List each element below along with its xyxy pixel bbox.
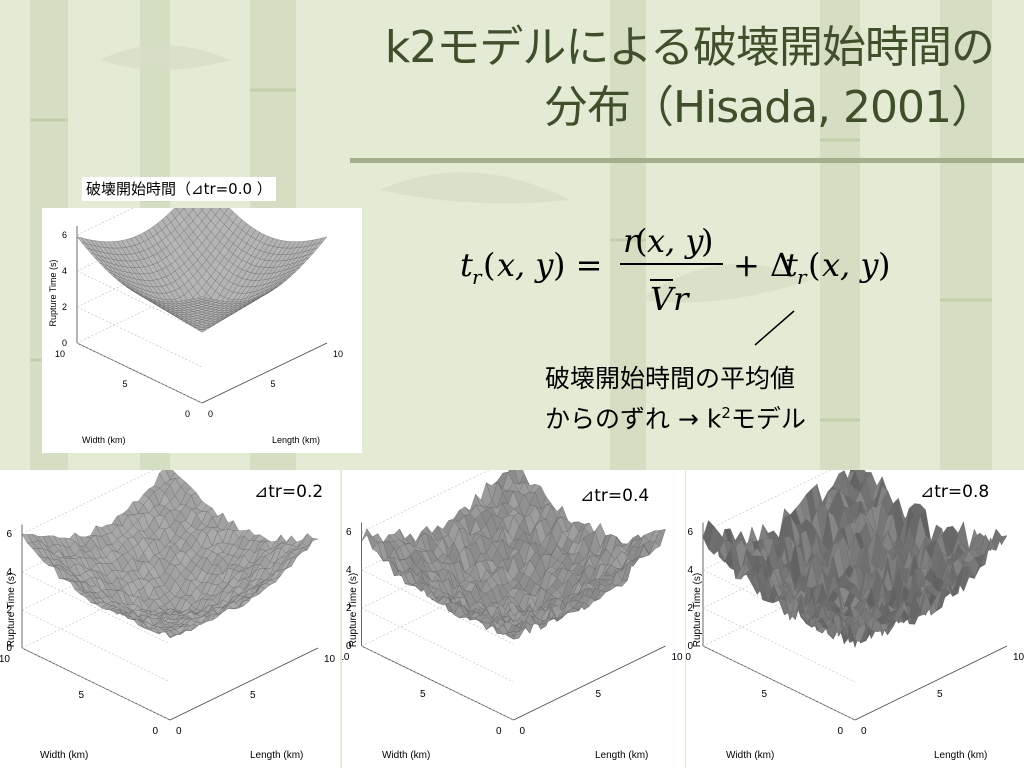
- z-tick-label: 0: [687, 641, 693, 652]
- x-tick-label: 10: [324, 654, 336, 665]
- x-tick-label: 5: [271, 379, 276, 389]
- y-tick-label: 10: [342, 652, 350, 663]
- svg-text:r: r: [797, 265, 808, 289]
- x-tick-label: 5: [937, 689, 943, 700]
- x-tick-label: 5: [250, 690, 256, 701]
- y-tick-label: 0: [185, 409, 190, 419]
- formula-lhs: t: [460, 246, 473, 284]
- z-tick-label: 6: [6, 529, 12, 540]
- x-tick-label: 10: [672, 652, 684, 663]
- z-axis-label: Rupture Time (s): [48, 259, 58, 326]
- panel-label: 破壊開始時間（⊿tr=0.0 ）: [82, 177, 276, 201]
- x-tick-label: 0: [208, 409, 213, 419]
- z-axis-label: Rupture Time (s): [348, 573, 359, 647]
- z-tick-label: 0: [62, 338, 67, 348]
- x-tick-label: 10: [1013, 652, 1024, 663]
- z-tick-label: 6: [346, 527, 352, 538]
- y-tick-label: 0: [152, 726, 158, 737]
- dtr-label: ⊿tr=0.4: [578, 486, 652, 506]
- dtr-label: ⊿tr=0.8: [918, 482, 992, 502]
- surface: [21, 470, 319, 639]
- y-axis-label: Width (km): [382, 750, 430, 761]
- z-tick-label: 4: [62, 266, 67, 276]
- z-axis-label: Rupture Time (s): [692, 573, 703, 647]
- pointer-arrow: [754, 310, 795, 346]
- svg-text:) =: ) =: [553, 246, 602, 284]
- x-axis-label: Length (km): [272, 435, 320, 445]
- y-tick-label: 5: [420, 689, 426, 700]
- z-tick-label: 6: [62, 230, 67, 240]
- slide-title: k2モデルによる破壊開始時間の 分布（Hisada, 2001）: [114, 18, 995, 138]
- y-axis-label: Width (km): [40, 750, 88, 761]
- title-line-1: k2モデルによる破壊開始時間の: [384, 22, 995, 73]
- surface: [702, 470, 1008, 649]
- svg-text:(: (: [483, 246, 495, 284]
- z-tick-label: 2: [346, 603, 352, 614]
- svg-text:x, y: x, y: [822, 246, 879, 284]
- y-tick-label: 0: [837, 726, 843, 737]
- annotation: 破壊開始時間の平均値 からのずれ → k2モデル: [545, 362, 806, 436]
- x-tick-label: 0: [520, 726, 526, 737]
- surface: [76, 208, 328, 333]
- rupture-time-formula: t r ( x, y ) = r ( x, y ) Vr + Δ t r ( x…: [460, 222, 890, 318]
- x-tick-label: 10: [333, 349, 343, 359]
- svg-text:t: t: [785, 246, 798, 284]
- x-tick-label: 0: [176, 726, 182, 737]
- z-tick-label: 0: [6, 643, 12, 654]
- z-tick-label: 2: [687, 603, 693, 614]
- svg-text:x, y: x, y: [647, 222, 704, 260]
- y-tick-label: 5: [122, 379, 127, 389]
- length-axis: [201, 342, 328, 404]
- z-axis-label: Rupture Time (s): [6, 573, 17, 647]
- z-tick-label: 4: [6, 567, 12, 578]
- y-tick-label: 10: [55, 349, 65, 359]
- y-tick-label: 5: [78, 690, 84, 701]
- length-axis: [513, 645, 666, 721]
- y-axis-label: Width (km): [82, 435, 126, 445]
- y-tick-label: 5: [761, 689, 767, 700]
- svg-text:): ): [701, 222, 713, 260]
- y-axis-label: Width (km): [726, 750, 774, 761]
- y-tick-label: 0: [496, 726, 502, 737]
- svg-text:x, y: x, y: [497, 246, 554, 284]
- formula-denominator: Vr: [650, 280, 690, 318]
- length-axis: [854, 645, 1008, 721]
- z-tick-label: 4: [687, 565, 693, 576]
- svg-text:): ): [878, 246, 890, 284]
- svg-text:(: (: [635, 222, 647, 260]
- annotation-line-2: からのずれ → k2モデル: [545, 404, 806, 434]
- dtr-label: ⊿tr=0.2: [252, 482, 326, 502]
- z-tick-label: 4: [346, 565, 352, 576]
- z-tick-label: 2: [62, 302, 67, 312]
- x-tick-label: 0: [861, 726, 867, 737]
- x-axis-label: Length (km): [934, 750, 987, 761]
- x-tick-label: 5: [596, 689, 602, 700]
- svg-text:(: (: [808, 246, 820, 284]
- title-line-2: 分布（Hisada, 2001）: [543, 82, 995, 133]
- length-axis: [169, 647, 319, 721]
- y-tick-label: 10: [686, 652, 691, 663]
- x-axis-label: Length (km): [595, 750, 648, 761]
- surface: [361, 470, 666, 640]
- x-axis-label: Length (km): [250, 750, 303, 761]
- formula-plus-term: + Δ: [733, 246, 793, 284]
- z-tick-label: 6: [687, 527, 693, 538]
- svg-text:r: r: [472, 265, 483, 289]
- annotation-line-1: 破壊開始時間の平均値: [545, 364, 796, 393]
- plot-dtr-0-0: 0 2 4 6 0 5 10 0 5 10 Rupture Time (s) Length (km) W…: [42, 208, 362, 453]
- z-tick-label: 0: [346, 641, 352, 652]
- title-divider: [350, 158, 1024, 163]
- y-tick-label: 10: [0, 654, 10, 665]
- formula-numerator: r: [623, 222, 640, 260]
- z-tick-label: 2: [6, 605, 12, 616]
- plot-dtr-0-2: 0 2 4 6 0 5 10 0 5 10 Rupture Time (s) Length (km) W…: [0, 470, 340, 768]
